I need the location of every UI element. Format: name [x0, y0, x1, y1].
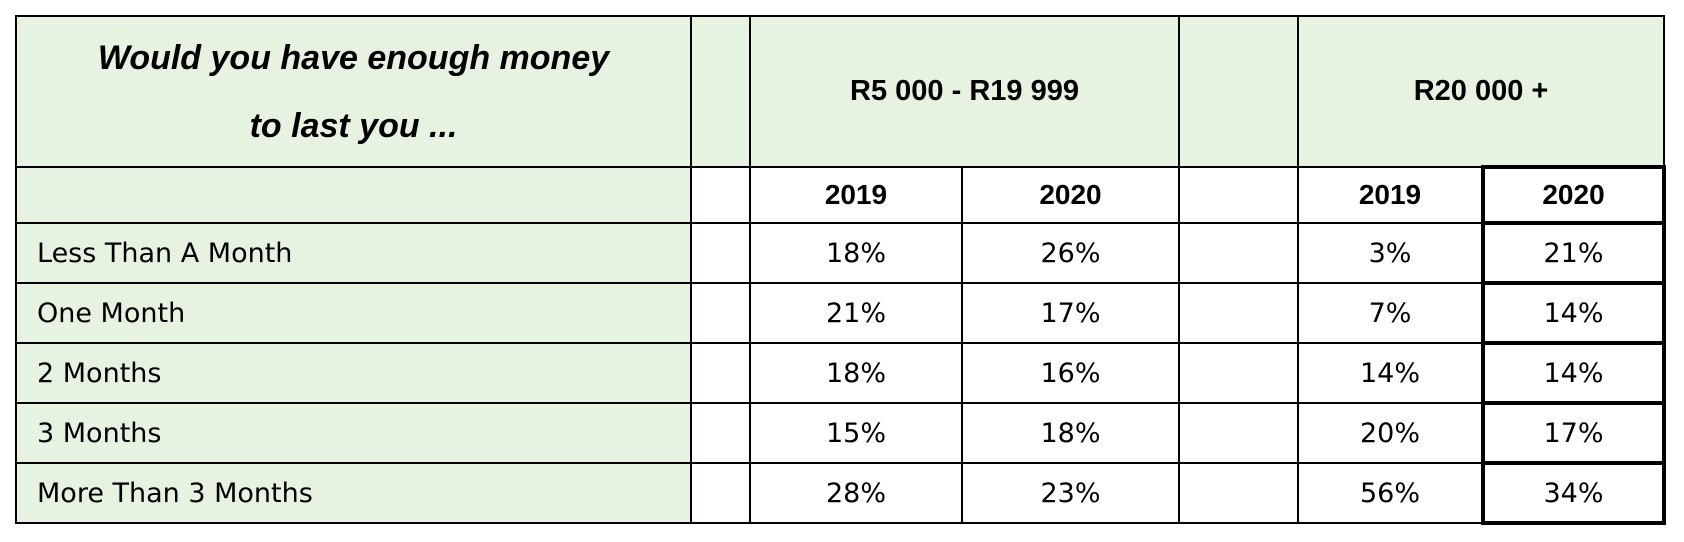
value-cell: 14% — [1480, 341, 1667, 405]
spacer-cell — [690, 222, 751, 284]
value-cell: 21% — [749, 282, 963, 344]
value-cell: 14% — [1297, 342, 1484, 404]
question-header: Would you have enough money to last you … — [15, 15, 692, 168]
year-header: 2019 — [749, 166, 963, 224]
row-label: Less Than A Month — [15, 222, 692, 284]
table-row: 3 Months 15% 18% 20% 17% — [15, 401, 1667, 465]
spacer-cell — [690, 342, 751, 404]
spacer-cell — [1178, 166, 1299, 224]
table-row: 2 Months 18% 16% 14% 14% — [15, 341, 1667, 405]
spacer-cell — [690, 402, 751, 464]
value-cell: 17% — [1480, 401, 1667, 465]
row-label: One Month — [15, 282, 692, 344]
value-cell: 26% — [961, 222, 1180, 284]
spacer-cell — [690, 15, 751, 168]
year-row: 2019 2020 2019 2020 — [15, 165, 1667, 225]
value-cell: 18% — [749, 222, 963, 284]
value-cell: 14% — [1480, 281, 1667, 345]
value-cell: 3% — [1297, 222, 1484, 284]
table-row: Less Than A Month 18% 26% 3% 21% — [15, 221, 1667, 285]
value-cell: 23% — [961, 462, 1180, 524]
value-cell: 20% — [1297, 402, 1484, 464]
row-label: 2 Months — [15, 342, 692, 404]
value-cell: 21% — [1480, 221, 1667, 285]
value-cell: 15% — [749, 402, 963, 464]
value-cell: 16% — [961, 342, 1180, 404]
year-header: 2020 — [961, 166, 1180, 224]
value-cell: 7% — [1297, 282, 1484, 344]
spacer-cell — [690, 462, 751, 524]
year-header: 2019 — [1297, 166, 1484, 224]
empty-label-cell — [15, 166, 692, 224]
question-line-1: Would you have enough money — [97, 38, 610, 77]
row-label: 3 Months — [15, 402, 692, 464]
spacer-cell — [1178, 462, 1299, 524]
spacer-cell — [1178, 282, 1299, 344]
band-header-r5000: R5 000 - R19 999 — [749, 15, 1180, 168]
spacer-cell — [690, 282, 751, 344]
table-row: One Month 21% 17% 7% 14% — [15, 281, 1667, 345]
value-cell: 18% — [749, 342, 963, 404]
spacer-cell — [1178, 402, 1299, 464]
row-label: More Than 3 Months — [15, 462, 692, 524]
table-row: More Than 3 Months 28% 23% 56% 34% — [15, 461, 1667, 525]
value-cell: 28% — [749, 462, 963, 524]
value-cell: 17% — [961, 282, 1180, 344]
header-row: Would you have enough money to last you … — [15, 15, 1666, 168]
value-cell: 18% — [961, 402, 1180, 464]
band-header-r20000: R20 000 + — [1296, 15, 1666, 168]
savings-duration-table: Would you have enough money to last you … — [15, 15, 1667, 525]
spacer-cell — [1178, 15, 1299, 168]
value-cell: 34% — [1480, 461, 1667, 525]
year-header: 2020 — [1480, 165, 1667, 225]
value-cell: 56% — [1297, 462, 1484, 524]
spacer-cell — [690, 166, 751, 224]
question-line-2: to last you ... — [249, 106, 458, 145]
spacer-cell — [1178, 342, 1299, 404]
spacer-cell — [1178, 222, 1299, 284]
